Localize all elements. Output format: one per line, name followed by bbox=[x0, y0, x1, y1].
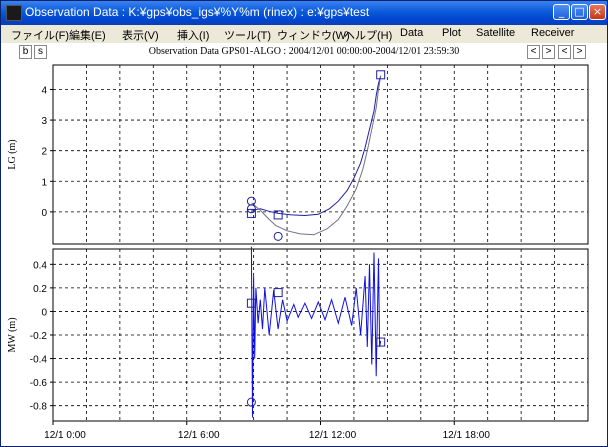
b-button[interactable]: b bbox=[19, 45, 32, 59]
y-tick-label: -0.2 bbox=[30, 331, 48, 342]
menu-satellite[interactable]: Satellite bbox=[476, 27, 516, 39]
circle-marker bbox=[246, 397, 256, 407]
x-tick-label: 12/1 12:00 bbox=[309, 430, 357, 441]
plot-panel-0 bbox=[52, 64, 589, 245]
y-tick-label: 2 bbox=[41, 147, 47, 158]
menu-edit[interactable]: 編集(E) bbox=[69, 30, 106, 42]
y-tick-label: -0.6 bbox=[30, 378, 48, 389]
chart-canvas[interactable]: 4 3 2 1 0 LG (m) 0.4 0.2 0 -0.2 -0.4 -0.6 -0.8 MW (m)… bbox=[1, 61, 607, 446]
nav-prev-button[interactable]: < bbox=[527, 45, 540, 59]
y-tick-label: 0 bbox=[41, 208, 47, 219]
maximize-button[interactable]: □ bbox=[571, 4, 588, 20]
title-bar[interactable]: Observation Data : K:¥gps¥obs_igs¥%Y%m (… bbox=[1, 1, 607, 25]
square-marker bbox=[376, 70, 386, 80]
y-axis-label: LG (m) bbox=[7, 139, 18, 169]
series-line-1-0 bbox=[250, 246, 382, 418]
square-marker bbox=[273, 210, 283, 220]
square-marker bbox=[246, 208, 256, 218]
series-line-0-1 bbox=[251, 75, 382, 236]
minimize-button[interactable]: _ bbox=[553, 4, 570, 20]
menu-tools[interactable]: ツール(T) bbox=[224, 30, 272, 42]
app-icon bbox=[6, 5, 22, 21]
menu-data[interactable]: Data bbox=[400, 27, 424, 39]
nav-next-2-button[interactable]: > bbox=[573, 45, 586, 59]
x-tick-label: 12/1 0:00 bbox=[44, 430, 86, 441]
plot-area: 4 3 2 1 0 LG (m) 0.4 0.2 0 -0.2 -0.4 -0.6 -0.8 MW (m)… bbox=[1, 61, 607, 446]
window-title: Observation Data : K:¥gps¥obs_igs¥%Y%m (… bbox=[25, 5, 370, 19]
y-tick-label: 0.2 bbox=[33, 284, 47, 295]
nav-prev-2-button[interactable]: < bbox=[558, 45, 571, 59]
s-button[interactable]: s bbox=[34, 45, 47, 59]
menu-view[interactable]: 表示(V) bbox=[122, 30, 159, 42]
chart-header: Observation Data GPS01-ALGO : 2004/12/01… bbox=[1, 43, 607, 61]
x-tick-label: 12/1 18:00 bbox=[443, 430, 491, 441]
menu-window[interactable]: ウィンドウ(W) bbox=[277, 30, 350, 42]
square-marker bbox=[376, 337, 386, 347]
y-tick-label: 3 bbox=[41, 116, 47, 127]
series-line-0-0 bbox=[251, 75, 382, 217]
nav-next-button[interactable]: > bbox=[542, 45, 555, 59]
y-tick-label: 0 bbox=[41, 307, 47, 318]
y-tick-label: -0.4 bbox=[30, 355, 48, 366]
y-tick-label: 4 bbox=[41, 85, 47, 96]
y-tick-label: 0.4 bbox=[33, 260, 47, 271]
square-marker bbox=[273, 288, 283, 298]
x-tick-label: 12/1 6:00 bbox=[178, 430, 220, 441]
y-tick-label: 1 bbox=[41, 177, 47, 188]
menu-receiver[interactable]: Receiver bbox=[531, 27, 575, 39]
y-tick-label: -0.8 bbox=[30, 402, 48, 413]
menu-help[interactable]: ヘルプ(H) bbox=[344, 30, 393, 42]
menu-insert[interactable]: 挿入(I) bbox=[177, 30, 210, 42]
menu-bar: ファイル(F) 編集(E) 表示(V) 挿入(I) ツール(T) ウィンドウ(W… bbox=[1, 25, 607, 43]
close-button[interactable]: × bbox=[589, 4, 606, 20]
chart-title: Observation Data GPS01-ALGO : 2004/12/01… bbox=[148, 46, 460, 57]
y-axis-label: MW (m) bbox=[7, 317, 18, 352]
menu-plot[interactable]: Plot bbox=[442, 27, 461, 39]
menu-file[interactable]: ファイル(F) bbox=[11, 30, 70, 42]
circle-marker bbox=[246, 204, 256, 214]
square-marker bbox=[246, 298, 256, 308]
circle-marker bbox=[273, 231, 283, 241]
